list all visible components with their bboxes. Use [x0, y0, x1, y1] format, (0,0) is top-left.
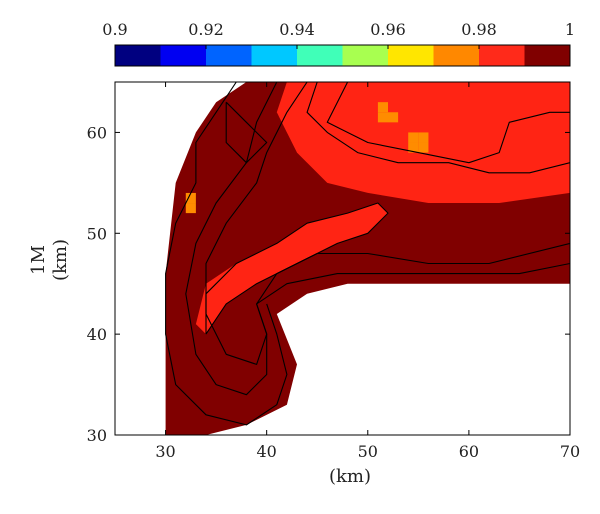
colorbar-tick-label: 0.96: [370, 20, 406, 39]
orange-cell: [418, 142, 429, 153]
y-axis-label: 1M (km): [14, 224, 86, 296]
contour-line: [306, 82, 570, 174]
orange-cell: [408, 132, 419, 143]
orange-cell: [377, 112, 388, 123]
contour-line: [165, 82, 288, 426]
x-tick-label: 60: [459, 442, 479, 461]
colorbar-tick-label: 0.94: [279, 20, 315, 39]
plot-frame: [114, 81, 571, 436]
contour-line: [185, 82, 570, 396]
colorbar-tick-label: 1: [565, 20, 575, 39]
colorbar-swatch: [297, 45, 343, 66]
colorbar-tick-label: 0.98: [461, 20, 497, 39]
y-tick-label: 60: [87, 123, 107, 142]
region-lower-red: [195, 203, 388, 335]
colorbar-swatch: [342, 45, 389, 66]
x-axis-label: (km): [328, 466, 372, 487]
colorbar-swatch: [433, 45, 480, 66]
colorbar-frame: [114, 44, 571, 67]
orange-cell: [377, 102, 388, 113]
contour-line: [326, 82, 570, 164]
orange-cell: [408, 142, 419, 153]
axes: 30 40 50 60 70 30 40 50 60: [87, 81, 580, 461]
contour-line: [225, 101, 268, 164]
contour-line: [205, 202, 389, 335]
colorbar-swatch: [115, 45, 161, 66]
colorbar-swatch: [206, 45, 252, 66]
orange-cell: [388, 112, 399, 123]
y-tick-label: 30: [87, 426, 107, 445]
x-tick-label: 30: [155, 442, 175, 461]
colorbar-swatch: [251, 45, 298, 66]
colorbar-tick-label: 0.9: [102, 20, 127, 39]
y-tick-label: 50: [87, 224, 107, 243]
y-axis-label-line2: (km): [50, 238, 71, 282]
colorbar-tick-label: 0.92: [188, 20, 224, 39]
colorbar-swatch: [388, 45, 434, 66]
orange-cell: [418, 132, 429, 143]
x-tick-label: 40: [256, 442, 276, 461]
x-tick-label: 70: [560, 442, 580, 461]
colorbar-swatch: [479, 45, 525, 66]
x-tick-label: 50: [358, 442, 378, 461]
orange-cell: [185, 203, 196, 214]
colorbar-swatch: [160, 45, 207, 66]
contour-line: [205, 82, 570, 365]
colorbar: 0.9 0.92 0.94 0.96 0.98 1: [102, 20, 575, 67]
colorbar-swatch: [524, 45, 571, 66]
y-tick-label: 40: [87, 325, 107, 344]
y-axis-label-line1: 1M: [28, 245, 49, 275]
orange-cell: [185, 192, 196, 204]
contour-lines: [165, 82, 570, 426]
